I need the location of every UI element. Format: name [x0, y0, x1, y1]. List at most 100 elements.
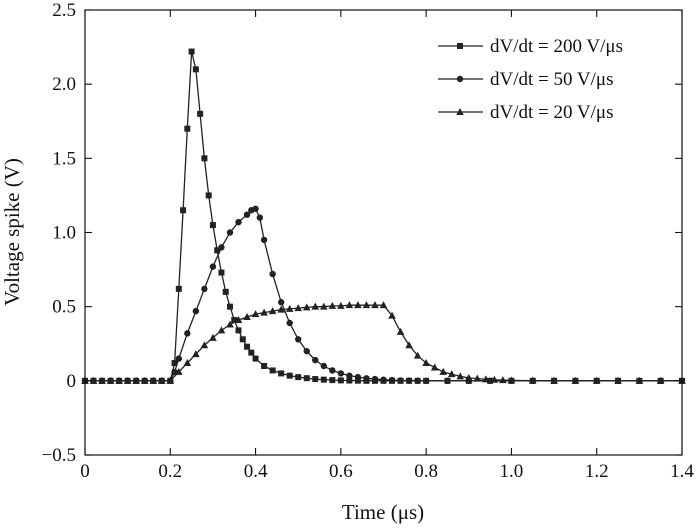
series-3-point [482, 375, 490, 383]
series-1-point [188, 48, 195, 55]
series-3-point [123, 376, 132, 384]
legend-label: dV/dt = 50 V/μs [490, 69, 613, 90]
series-1-point [346, 377, 353, 384]
series-1-point [239, 336, 246, 343]
series-3-point [635, 376, 644, 384]
series-3-point [175, 367, 183, 375]
series-2-point [277, 299, 285, 306]
series-1-point [329, 377, 336, 384]
series-1-point [218, 269, 225, 276]
series-2 [81, 205, 686, 385]
series-2-point [388, 376, 396, 384]
legend: dV/dt = 200 V/μs dV/dt = 50 V/μs dV/dt = 2… [438, 36, 623, 123]
legend-entry-3: dV/dt = 20 V/μs [438, 102, 613, 123]
series-3-point [217, 326, 226, 334]
series-3-point [157, 376, 166, 384]
series-3-point [328, 301, 337, 309]
series-2-point [226, 229, 234, 236]
legend-entry-2: dV/dt = 50 V/μs [438, 69, 613, 90]
series-3-point [268, 307, 277, 315]
series-2-point [414, 377, 421, 384]
axes-layer: 0 0.2 0.4 0.6 0.8 1.0 1.2 1.4−0.500.51.01.52.02… [42, 0, 695, 482]
y-tick-label: 2.0 [52, 74, 76, 95]
series-2-point [422, 377, 430, 385]
series-2-point [256, 214, 264, 221]
x-tick-label: 0 [80, 461, 90, 482]
y-tick-label: 0 [67, 371, 77, 392]
series-3-point [345, 301, 354, 309]
series-1-point [269, 367, 276, 374]
series-1-point [171, 360, 178, 367]
series-2-point [329, 367, 336, 374]
series-1-point [286, 372, 293, 379]
series-3-point [149, 376, 158, 384]
x-tick-label: 1.4 [670, 461, 694, 482]
series-3-point [528, 376, 537, 384]
series-3-point [362, 301, 371, 309]
series-3-point [294, 304, 303, 312]
series-3-point [226, 320, 234, 328]
series-1-point [303, 375, 310, 382]
legend-label: dV/dt = 200 V/μs [490, 36, 623, 57]
series-3-point [507, 376, 516, 384]
series-3-point [320, 302, 328, 310]
series-3-point [354, 301, 362, 309]
series-1-point [214, 247, 221, 254]
series-3-point [473, 374, 482, 382]
series-1 [82, 48, 685, 384]
series-3-point [464, 373, 473, 381]
x-tick-label: 0.8 [414, 461, 438, 482]
series-2-point [312, 356, 319, 364]
series-3-point [89, 376, 98, 384]
series-2-point [371, 375, 379, 383]
series-1-point [252, 355, 259, 362]
series-2-point [286, 319, 293, 327]
series-layer [81, 48, 686, 385]
series-3-point [396, 327, 405, 335]
series-2-point [209, 263, 217, 270]
series-1-point [278, 370, 285, 377]
series-1-point [337, 377, 344, 384]
series-3-point [413, 351, 422, 359]
series-3-point [550, 376, 558, 384]
series-1-point [175, 285, 182, 292]
x-axis-label: Time (μs) [342, 500, 424, 524]
series-2-point [303, 347, 310, 355]
y-tick-label: −0.5 [42, 445, 76, 466]
series-3-point [285, 304, 294, 312]
legend-entry-1: dV/dt = 200 V/μs [438, 36, 623, 57]
legend-marker [457, 43, 463, 49]
series-1-point [312, 376, 319, 383]
series-3-point [571, 376, 580, 384]
x-tick-label: 0.6 [329, 461, 353, 482]
series-3-point [209, 333, 217, 341]
x-tick-label: 0.2 [158, 461, 182, 482]
y-tick-label: 2.5 [52, 0, 76, 21]
series-3-point [234, 316, 243, 324]
series-3-point [106, 376, 115, 384]
series-3-point [183, 359, 192, 367]
x-tick-label: 1.0 [500, 461, 524, 482]
series-3-point [388, 311, 396, 319]
series-2-point [218, 244, 225, 251]
legend-marker [456, 108, 464, 115]
series-1-point [192, 66, 199, 73]
legend-marker [456, 75, 464, 83]
x-tick-label: 1.2 [585, 461, 609, 482]
legend-label: dV/dt = 20 V/μs [490, 102, 613, 123]
series-2-point [363, 375, 370, 382]
series-3-point [422, 359, 430, 367]
x-tick-label: 0.4 [244, 461, 268, 482]
series-2-point [295, 336, 302, 343]
series-3-point [192, 350, 200, 358]
series-2-point [380, 376, 387, 383]
series-2-point [444, 377, 451, 385]
series-1-point [209, 222, 216, 229]
series-3-point [200, 341, 209, 349]
series-3-point [337, 301, 345, 309]
series-1-point [261, 363, 268, 369]
series-3-point [592, 376, 601, 384]
series-1-point [320, 376, 327, 383]
series-3-point [456, 372, 465, 380]
